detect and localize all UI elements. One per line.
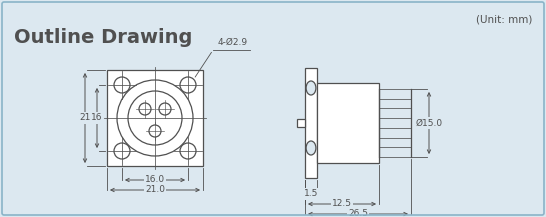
Ellipse shape	[306, 141, 316, 155]
Bar	[107, 70, 203, 166]
Ellipse shape	[306, 81, 316, 95]
Text: Ø15.0: Ø15.0	[416, 118, 443, 128]
Circle shape	[159, 103, 171, 115]
Bar	[317, 83, 379, 163]
Text: 16: 16	[91, 113, 103, 123]
Circle shape	[149, 125, 161, 137]
Circle shape	[114, 143, 130, 159]
Circle shape	[139, 103, 151, 115]
Text: Outline Drawing: Outline Drawing	[14, 28, 192, 47]
Bar	[297, 119, 305, 127]
Text: 4-Ø2.9: 4-Ø2.9	[218, 38, 248, 47]
Circle shape	[180, 77, 196, 93]
Bar	[305, 68, 317, 178]
Text: 21: 21	[79, 113, 91, 123]
Text: 21.0: 21.0	[145, 186, 165, 194]
Text: 26.5: 26.5	[348, 209, 368, 217]
Circle shape	[117, 80, 193, 156]
Text: 12.5: 12.5	[332, 199, 352, 209]
Text: 1.5: 1.5	[304, 189, 318, 199]
Circle shape	[180, 143, 196, 159]
Text: 16.0: 16.0	[145, 176, 165, 184]
Text: (Unit: mm): (Unit: mm)	[476, 14, 532, 24]
Circle shape	[114, 77, 130, 93]
